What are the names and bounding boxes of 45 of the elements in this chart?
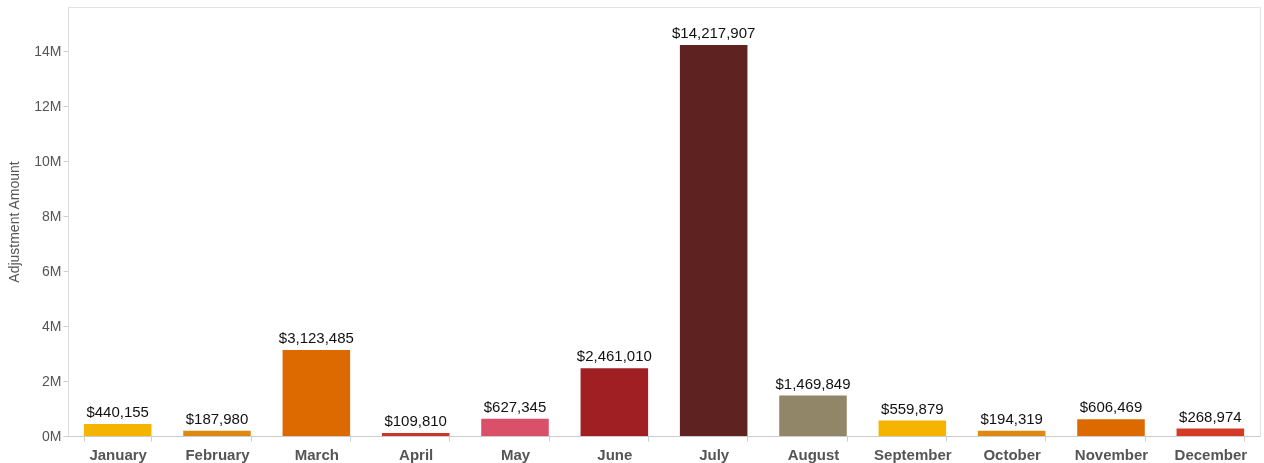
bar [878,420,947,436]
y-tick-label: 4M [42,317,62,334]
bar [1176,428,1245,436]
data-label: $194,319 [980,409,1043,427]
x-tick-label: September [874,445,952,463]
y-tick-label: 0M [42,427,62,444]
x-tick-label: October [983,445,1042,463]
x-tick-label: December [1174,445,1248,463]
data-label: $1,469,849 [775,374,851,392]
x-tick-label: January [89,445,148,463]
bar [183,430,251,436]
x-tick-label: August [787,445,840,463]
bar [679,45,748,436]
bar [580,368,649,436]
y-tick-label: 10M [34,152,62,169]
y-tick-label: 12M [34,97,62,114]
data-label: $440,155 [86,402,149,420]
data-label: $627,345 [483,397,547,415]
x-tick-label: July [699,445,730,463]
data-label: $559,879 [881,399,944,417]
x-tick-label: March [294,445,339,463]
y-tick-label: 2M [42,372,62,389]
bar [381,432,450,436]
data-label: $14,217,907 [671,24,756,42]
bar [83,423,152,436]
data-label: $3,123,485 [278,329,354,347]
data-label: $2,461,010 [576,347,652,365]
bar [779,395,847,436]
data-label: $187,980 [185,409,249,427]
y-tick-label: 14M [34,42,62,59]
bar [282,350,351,436]
data-label: $109,810 [384,411,447,429]
bar [1077,419,1145,436]
x-tick-label: May [500,445,531,463]
bar [481,418,549,436]
y-axis-title: Adjustment Amount [6,161,23,283]
data-label: $268,974 [1179,407,1242,425]
y-tick-label: 6M [42,262,62,279]
x-tick-label: November [1074,445,1149,463]
data-label: $606,469 [1079,398,1143,416]
x-tick-label: April [399,445,434,463]
bar [977,430,1046,436]
y-tick-label: 8M [42,207,62,224]
x-tick-label: June [597,445,633,463]
x-tick-label: February [185,445,251,463]
